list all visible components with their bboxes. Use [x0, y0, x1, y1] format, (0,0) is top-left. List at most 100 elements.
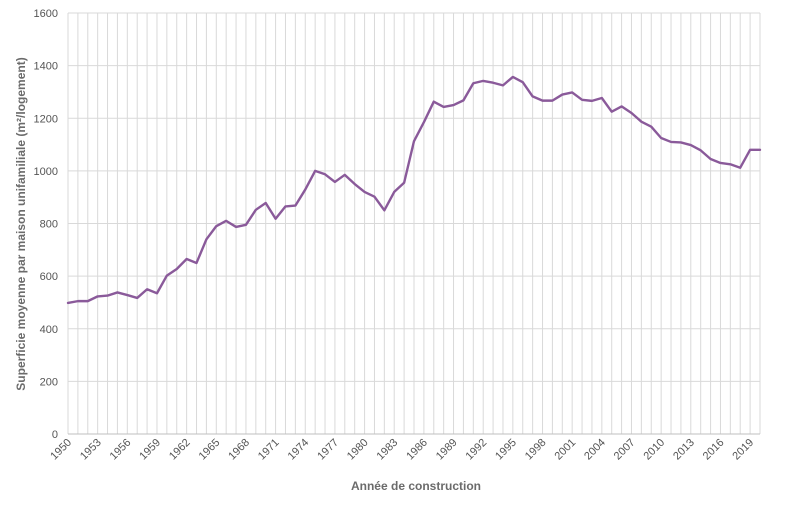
data-point — [334, 181, 336, 183]
data-point — [156, 292, 158, 294]
series-group — [66, 75, 762, 305]
data-point — [166, 274, 168, 276]
data-point — [176, 268, 178, 270]
data-point — [265, 202, 267, 204]
data-point — [255, 209, 257, 211]
x-tick-label: 1983 — [375, 437, 401, 463]
x-tick-label: 1992 — [464, 437, 490, 463]
data-point — [284, 205, 286, 207]
x-tick-label: 1962 — [167, 437, 193, 463]
y-tick-label: 1400 — [34, 61, 58, 73]
data-point — [245, 224, 247, 226]
data-point — [472, 82, 474, 84]
data-point — [403, 182, 405, 184]
y-axis-title: Superficie moyenne par maison unifamilia… — [14, 57, 28, 390]
y-tick-label: 0 — [52, 429, 58, 441]
x-tick-label: 1956 — [108, 437, 134, 463]
data-point — [680, 141, 682, 143]
data-point — [225, 220, 227, 222]
data-point — [690, 144, 692, 146]
data-point — [324, 173, 326, 175]
data-point — [274, 218, 276, 220]
data-point — [660, 137, 662, 139]
y-tick-label: 1600 — [34, 8, 58, 20]
x-tick-label: 1953 — [78, 437, 104, 463]
x-tick-label: 1965 — [197, 437, 223, 463]
y-tick-label: 800 — [40, 219, 58, 231]
x-tick-label: 1959 — [137, 437, 163, 463]
x-tick-label: 2019 — [730, 437, 756, 463]
data-point — [759, 149, 761, 151]
data-point — [541, 99, 543, 101]
x-gridlines — [67, 13, 761, 434]
data-point — [314, 170, 316, 172]
y-tick-label: 400 — [40, 324, 58, 336]
data-point — [719, 162, 721, 164]
series-line — [66, 75, 762, 305]
data-point — [363, 191, 365, 193]
data-point — [551, 99, 553, 101]
data-point — [294, 204, 296, 206]
data-point — [512, 76, 514, 78]
data-point — [304, 188, 306, 190]
x-tick-label: 1986 — [404, 437, 430, 463]
data-point — [433, 100, 435, 102]
data-point — [235, 226, 237, 228]
data-point — [522, 81, 524, 83]
data-point — [413, 140, 415, 142]
data-point — [640, 120, 642, 122]
x-tick-label: 1971 — [256, 437, 282, 463]
data-point — [670, 141, 672, 143]
x-tick-labels: 1950 1953 1956 1959 1962 1965 1968 1971 1974 1977… — [48, 437, 756, 463]
y-tick-label: 200 — [40, 376, 58, 388]
data-point — [709, 158, 711, 160]
data-point — [601, 97, 603, 99]
data-point — [116, 291, 118, 293]
data-point — [620, 105, 622, 107]
x-tick-label: 2010 — [641, 437, 667, 463]
data-point — [729, 163, 731, 165]
data-point — [146, 288, 148, 290]
data-point — [502, 84, 504, 86]
data-point — [442, 106, 444, 108]
data-point — [581, 99, 583, 101]
x-tick-label: 2001 — [552, 437, 578, 463]
data-point — [67, 302, 69, 304]
x-tick-label: 1995 — [493, 437, 519, 463]
data-point — [96, 295, 98, 297]
data-point — [215, 225, 217, 227]
x-tick-label: 2013 — [671, 437, 697, 463]
data-point — [393, 191, 395, 193]
x-tick-label: 1968 — [226, 437, 252, 463]
data-point — [492, 82, 494, 84]
x-tick-label: 1977 — [315, 437, 341, 463]
data-point — [452, 104, 454, 106]
data-point — [373, 195, 375, 197]
x-tick-label: 1998 — [523, 437, 549, 463]
data-point — [185, 258, 187, 260]
data-point — [136, 297, 138, 299]
x-tick-label: 1989 — [434, 437, 460, 463]
data-point — [462, 99, 464, 101]
data-point — [205, 238, 207, 240]
data-point — [195, 262, 197, 264]
y-tick-label: 1000 — [34, 166, 58, 178]
x-tick-label: 1974 — [286, 437, 312, 463]
data-point — [353, 183, 355, 185]
data-point — [344, 174, 346, 176]
data-point — [383, 209, 385, 211]
data-point — [87, 300, 89, 302]
x-tick-label: 2016 — [701, 437, 727, 463]
data-point — [77, 300, 79, 302]
data-point — [561, 93, 563, 95]
data-point — [739, 167, 741, 169]
data-point — [482, 80, 484, 82]
data-point — [630, 112, 632, 114]
data-point — [531, 95, 533, 97]
data-point — [106, 294, 108, 296]
x-tick-label: 2004 — [582, 437, 608, 463]
x-tick-label: 1980 — [345, 437, 371, 463]
y-tick-label: 1200 — [34, 113, 58, 125]
y-tick-labels: 0 200 400 600 800 1000 1200 1400 1600 — [34, 8, 58, 441]
